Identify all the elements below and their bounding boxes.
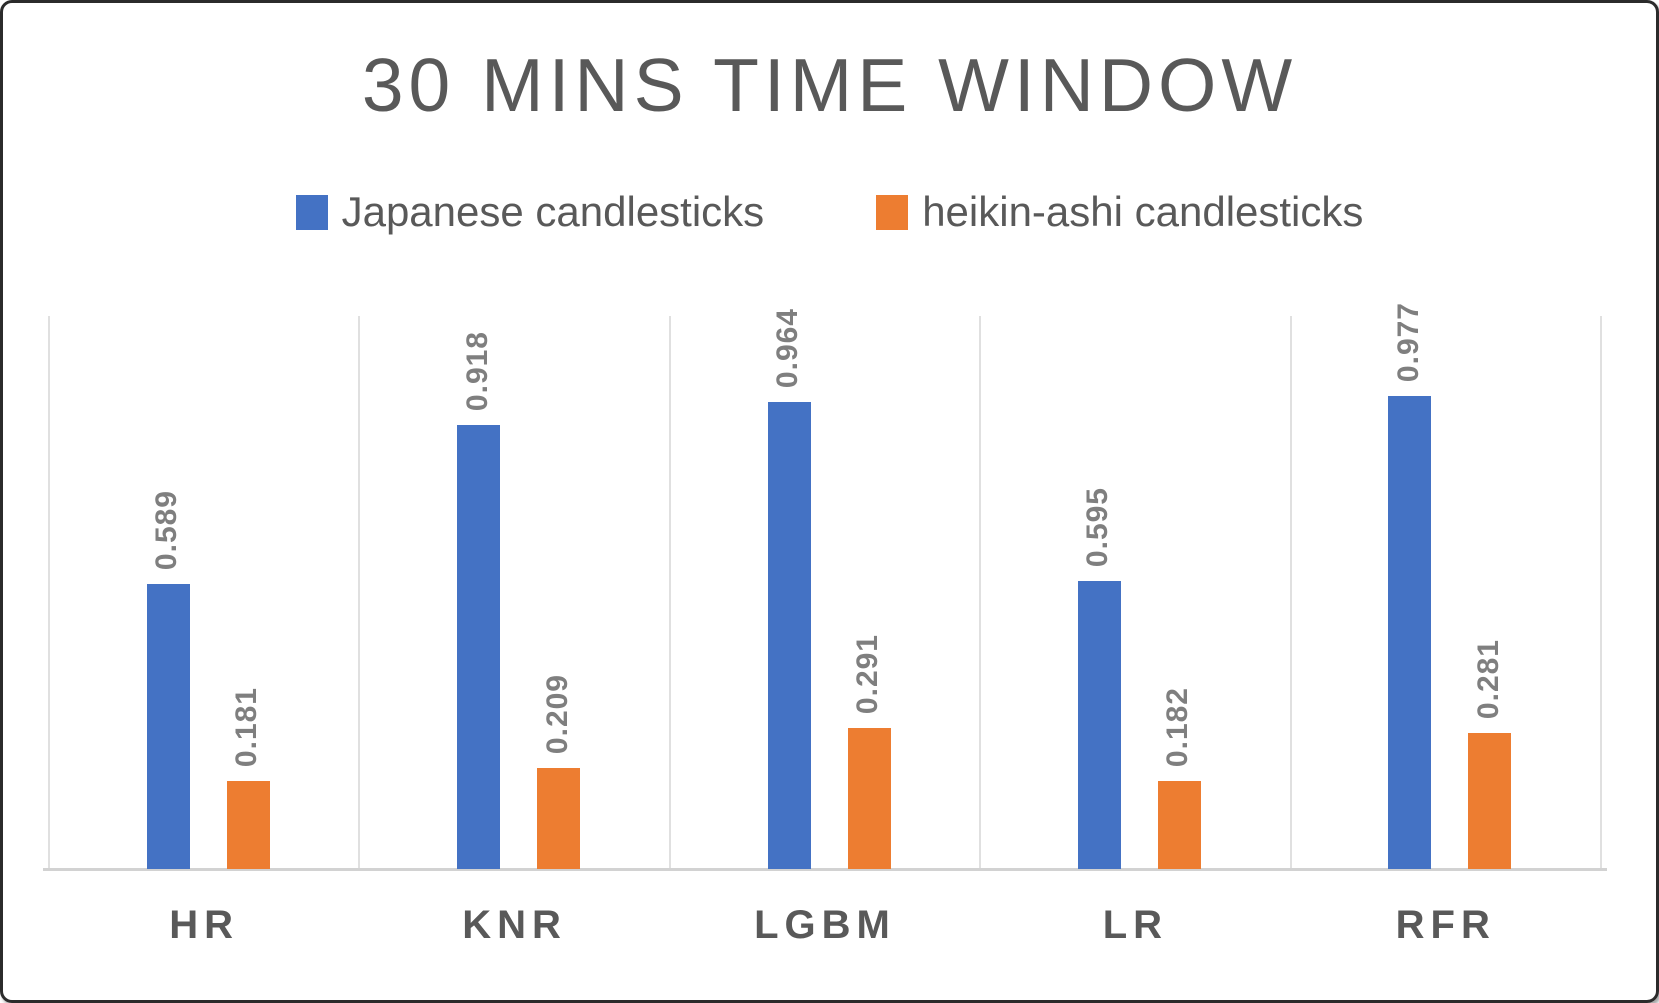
value-label-japanese-lgbm: 0.964	[771, 307, 804, 388]
gridline-vertical	[1600, 316, 1602, 869]
value-label-heikin-ashi-rfr: 0.281	[1471, 638, 1505, 719]
bar-heikin-ashi-hr	[226, 781, 270, 869]
bar-heikin-ashi-lr	[1157, 781, 1201, 869]
value-label-japanese-lr: 0.595	[1081, 486, 1115, 567]
gridline-vertical	[1289, 316, 1292, 869]
bar-japanese-hr	[146, 584, 190, 869]
legend-entry-heikin-ashi: heikin-ashi candlesticks	[876, 188, 1363, 236]
gridline-vertical	[979, 316, 982, 869]
value-label-heikin-ashi-hr: 0.181	[230, 686, 264, 767]
value-label-heikin-ashi-knr: 0.209	[540, 673, 574, 754]
x-label-hr: HR	[169, 903, 240, 947]
value-label-japanese-rfr: 0.977	[1391, 301, 1425, 382]
x-label-lr: LR	[1102, 903, 1169, 947]
gridline-vertical	[48, 316, 50, 869]
legend-entry-japanese: Japanese candlesticks	[295, 188, 765, 236]
gridline-vertical	[358, 316, 361, 869]
x-axis-line	[43, 868, 1607, 871]
x-label-lgbm: LGBM	[754, 903, 896, 947]
x-label-rfr: RFR	[1395, 903, 1496, 947]
value-label-heikin-ashi-lr: 0.182	[1161, 686, 1195, 767]
value-label-heikin-ashi-lgbm: 0.291	[851, 633, 884, 714]
bar-heikin-ashi-knr	[537, 768, 581, 869]
value-label-japanese-hr: 0.589	[150, 489, 184, 570]
bar-heikin-ashi-rfr	[1468, 733, 1512, 869]
x-label-knr: KNR	[462, 903, 567, 947]
bar-japanese-lr	[1077, 581, 1121, 869]
legend-label-heikin-ashi: heikin-ashi candlesticks	[922, 188, 1364, 235]
legend-label-japanese: Japanese candlesticks	[341, 188, 765, 235]
bar-japanese-knr	[457, 425, 501, 869]
legend-marker-heikin-ashi	[876, 194, 909, 230]
value-label-japanese-knr: 0.918	[460, 330, 494, 411]
bar-japanese-rfr	[1388, 396, 1432, 869]
bar-heikin-ashi-lgbm	[847, 728, 891, 869]
chart-title: 30 MINS TIME WINDOW	[361, 43, 1298, 127]
legend-marker-japanese	[295, 194, 328, 230]
bar-japanese-lgbm	[767, 402, 811, 869]
gridline-vertical	[668, 316, 671, 869]
legend: Japanese candlesticks heikin-ashi candle…	[0, 188, 1659, 236]
